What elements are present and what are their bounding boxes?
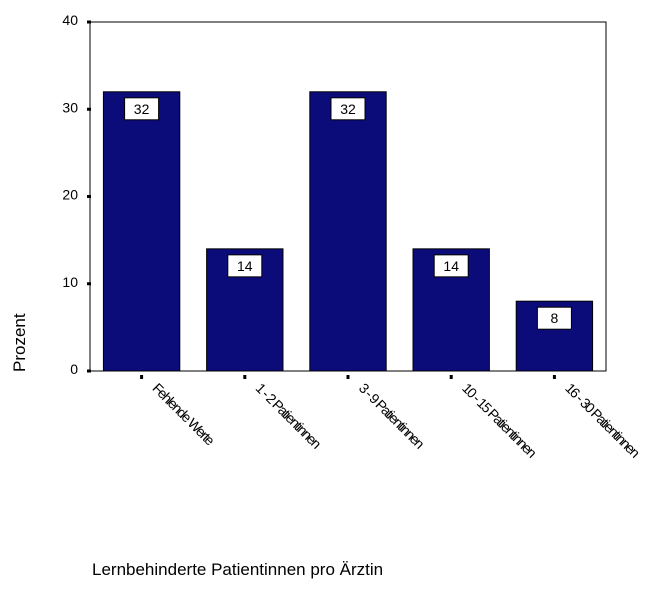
bar — [309, 91, 387, 372]
x-axis: Fehlende Werte 1 - 2 Patientinnen 3 - 9 Pa… — [140, 375, 643, 461]
y-axis-title: Prozent — [10, 313, 29, 372]
x-tick-label: 10 - 15 Patientinnen — [459, 380, 540, 461]
x-tick-label: 3 - 9 Patientinnen — [356, 380, 428, 452]
data-label: 32 — [340, 101, 356, 117]
y-tick-label: 40 — [62, 12, 78, 28]
bar — [102, 91, 181, 372]
data-label-box — [227, 254, 263, 278]
data-label: 14 — [237, 258, 253, 274]
x-axis-title: Lernbehinderte Patientinnen pro Ärztin — [92, 560, 384, 579]
bar — [206, 248, 284, 372]
y-tick-label: 30 — [62, 99, 78, 115]
data-label-box — [433, 254, 469, 278]
y-tick-label: 0 — [70, 361, 78, 377]
bars: 32 14 32 14 8 — [102, 91, 594, 372]
data-label: 8 — [551, 310, 559, 326]
y-tick-label: 10 — [62, 274, 78, 290]
y-tick-label: 20 — [62, 187, 78, 203]
y-axis: 0 10 20 30 40 — [62, 12, 91, 377]
data-label: 14 — [443, 258, 459, 274]
data-label-box — [330, 97, 366, 121]
data-label-box — [124, 97, 160, 121]
x-tick-label: 16 - 30 Patientinnen — [562, 380, 643, 461]
x-tick-label: Fehlende Werte — [149, 380, 218, 449]
x-tick-label: 1 - 2 Patientinnen — [253, 380, 325, 452]
data-label: 32 — [134, 101, 150, 117]
data-label-box — [536, 306, 572, 330]
